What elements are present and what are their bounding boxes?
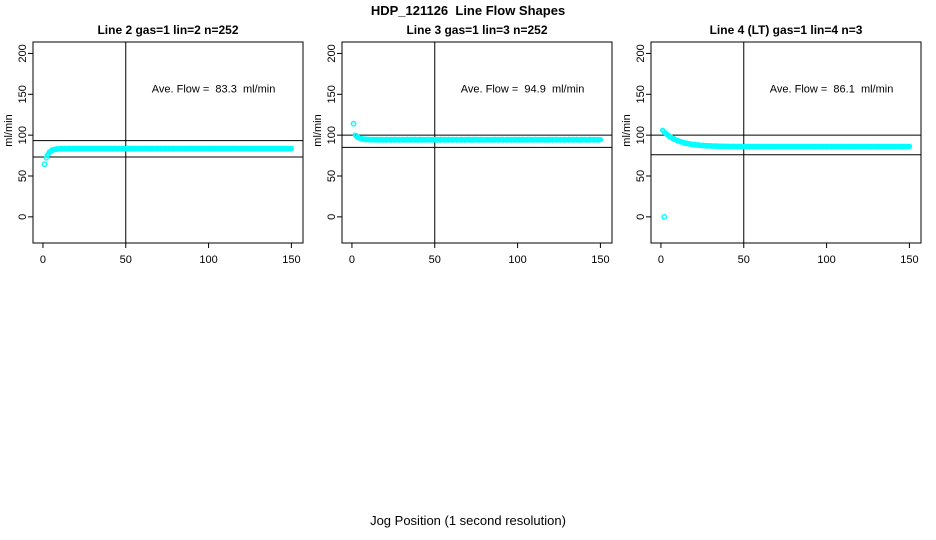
y-tick-label: 200 bbox=[17, 44, 29, 62]
x-tick-label: 150 bbox=[282, 254, 300, 266]
x-tick-label: 100 bbox=[199, 254, 217, 266]
x-tick-label: 50 bbox=[738, 254, 750, 266]
data-point bbox=[597, 136, 604, 143]
y-tick-label: 0 bbox=[635, 214, 647, 220]
x-tick-label: 0 bbox=[40, 254, 46, 266]
x-axis-label: Jog Position (1 second resolution) bbox=[370, 513, 566, 528]
y-tick-label: 150 bbox=[17, 85, 29, 103]
ave-flow-annotation: Ave. Flow = 86.1 ml/min bbox=[770, 84, 894, 96]
x-tick-label: 150 bbox=[591, 254, 609, 266]
panels-row: Line 2 gas=1 lin=2 n=252 0 50 100 150 200 ml/m… bbox=[0, 20, 927, 270]
y-tick-label: 150 bbox=[635, 85, 647, 103]
y-tick-label: 150 bbox=[326, 85, 338, 103]
y-tick-label: 100 bbox=[635, 126, 647, 144]
outlier-point bbox=[661, 213, 668, 220]
panel-3: Line 4 (LT) gas=1 lin=4 n=3 0 50 100 150 200 m… bbox=[621, 23, 922, 266]
ave-flow-annotation: Ave. Flow = 94.9 ml/min bbox=[461, 84, 585, 96]
panel-title: Line 4 (LT) gas=1 lin=4 n=3 bbox=[710, 23, 863, 37]
outlier-point bbox=[41, 161, 48, 168]
y-tick-label: 50 bbox=[326, 170, 338, 182]
y-axis-title: ml/min bbox=[621, 114, 633, 146]
y-tick-label: 50 bbox=[17, 170, 29, 182]
panel-title: Line 3 gas=1 lin=3 n=252 bbox=[406, 23, 547, 37]
data-point bbox=[906, 143, 913, 149]
x-tick-label: 150 bbox=[900, 254, 918, 266]
panel-2: Line 3 gas=1 lin=3 n=252 0 50 100 150 200 ml/m… bbox=[312, 23, 613, 266]
y-tick-label: 100 bbox=[326, 126, 338, 144]
y-tick-label: 50 bbox=[635, 170, 647, 182]
y-tick-label: 200 bbox=[635, 44, 647, 62]
x-tick-label: 0 bbox=[349, 254, 355, 266]
plot-box bbox=[32, 41, 304, 244]
figure-title: HDP_121126 Line Flow Shapes bbox=[370, 3, 566, 18]
ave-flow-annotation: Ave. Flow = 83.3 ml/min bbox=[152, 84, 276, 96]
y-axis-title: ml/min bbox=[3, 114, 15, 146]
x-tick-label: 0 bbox=[658, 254, 664, 266]
data-point bbox=[288, 145, 295, 152]
data-point bbox=[43, 155, 49, 161]
y-tick-label: 0 bbox=[326, 214, 338, 220]
y-axis-title: ml/min bbox=[312, 114, 324, 146]
x-tick-label: 50 bbox=[120, 254, 132, 266]
panel-1: Line 2 gas=1 lin=2 n=252 0 50 100 150 200 ml/m… bbox=[3, 23, 304, 266]
x-tick-label: 100 bbox=[508, 254, 526, 266]
y-tick-label: 0 bbox=[17, 214, 29, 220]
x-tick-label: 50 bbox=[429, 254, 441, 266]
y-tick-label: 100 bbox=[17, 126, 29, 144]
y-tick-label: 200 bbox=[326, 44, 338, 62]
x-tick-label: 100 bbox=[817, 254, 835, 266]
outlier-point bbox=[350, 120, 357, 127]
panel-title: Line 2 gas=1 lin=2 n=252 bbox=[97, 23, 238, 37]
